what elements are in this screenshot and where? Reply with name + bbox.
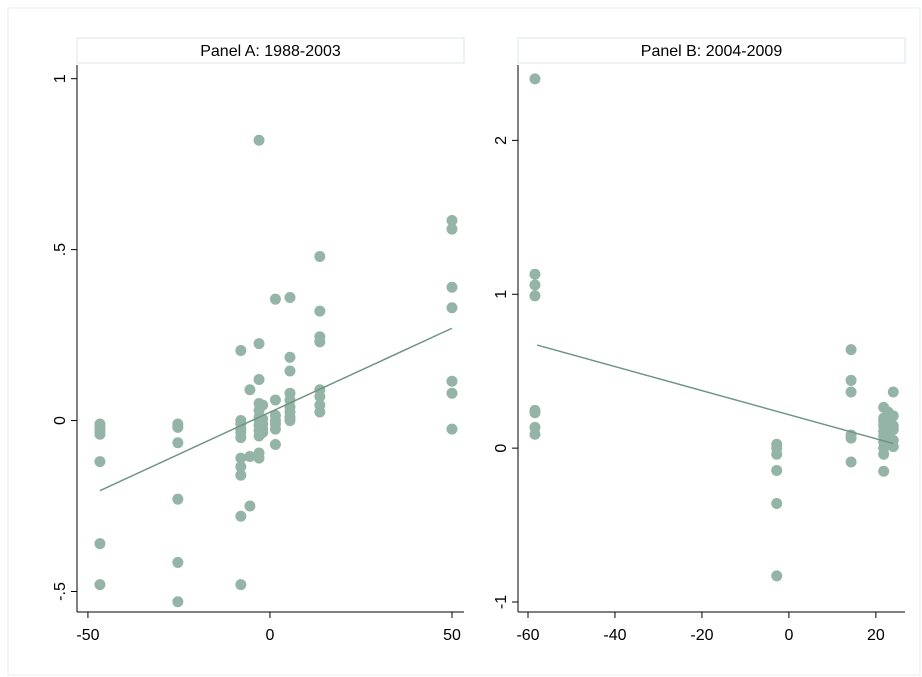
data-point [244, 500, 256, 512]
data-point [94, 579, 106, 591]
y-tick-label: 0 [52, 416, 69, 425]
data-point [887, 441, 899, 453]
data-point [257, 399, 269, 411]
data-point [284, 351, 296, 363]
data-point [172, 421, 184, 433]
data-point [845, 374, 857, 386]
data-point [529, 73, 541, 85]
data-point [284, 365, 296, 377]
data-point [529, 279, 541, 291]
data-point [253, 452, 265, 464]
data-point [529, 290, 541, 302]
x-tick-label: -60 [516, 627, 539, 644]
data-point [845, 386, 857, 398]
data-point [529, 268, 541, 280]
data-point [257, 427, 269, 439]
data-point [845, 344, 857, 356]
data-point [878, 465, 890, 477]
data-point [314, 406, 326, 418]
data-point [314, 336, 326, 348]
data-point [529, 428, 541, 440]
y-tick-label: -1 [493, 595, 510, 609]
data-point [244, 450, 256, 462]
panel-header [76, 37, 465, 64]
data-point [235, 510, 247, 522]
x-tick-label: -50 [76, 627, 99, 644]
data-point [446, 223, 458, 235]
data-point [172, 437, 184, 449]
data-point [446, 215, 458, 227]
data-point [771, 448, 783, 460]
data-point [94, 428, 106, 440]
graph-frame [7, 7, 921, 676]
data-point [446, 375, 458, 387]
data-point [269, 438, 281, 450]
fit-line [99, 327, 453, 492]
y-tick-label: 2 [493, 136, 510, 145]
data-point [269, 423, 281, 435]
data-point [235, 452, 247, 464]
x-tick-label: 50 [443, 627, 461, 644]
data-point [878, 448, 890, 460]
data-point [94, 538, 106, 550]
x-tick-label: 0 [266, 627, 275, 644]
data-point [269, 394, 281, 406]
data-point [172, 556, 184, 568]
data-point [269, 293, 281, 305]
x-tick-label: -40 [603, 627, 626, 644]
data-point [314, 305, 326, 317]
panel-title: Panel B: 2004-2009 [641, 43, 783, 60]
data-point [771, 498, 783, 510]
data-point [887, 386, 899, 398]
data-point [172, 596, 184, 608]
data-point [845, 456, 857, 468]
data-point [314, 391, 326, 403]
data-point [446, 302, 458, 314]
x-tick-label: 0 [784, 627, 793, 644]
y-tick-label: 1 [52, 74, 69, 83]
y-tick-label: .5 [52, 243, 69, 256]
data-point [235, 461, 247, 473]
data-point [235, 432, 247, 444]
data-point [235, 579, 247, 591]
x-tick-label: 20 [867, 627, 885, 644]
data-point [244, 384, 256, 396]
data-point [887, 410, 899, 422]
panel-header [517, 37, 906, 64]
data-point [314, 250, 326, 262]
data-point [253, 134, 265, 146]
y-tick-label: -.5 [52, 582, 69, 601]
data-point [771, 570, 783, 582]
data-point [235, 344, 247, 356]
data-point [845, 432, 857, 444]
data-point [771, 464, 783, 476]
fit-line [536, 344, 894, 445]
data-point [94, 456, 106, 468]
y-tick-label: 1 [493, 290, 510, 299]
data-point [887, 424, 899, 436]
data-point [446, 281, 458, 293]
data-point [446, 423, 458, 435]
y-tick-label: 0 [493, 444, 510, 453]
panel-title: Panel A: 1988-2003 [200, 43, 341, 60]
x-tick-label: -20 [690, 627, 713, 644]
data-point [446, 387, 458, 399]
data-point [284, 415, 296, 427]
data-point [253, 338, 265, 350]
data-point [529, 407, 541, 419]
data-point [253, 374, 265, 386]
data-point [172, 493, 184, 505]
data-point [284, 291, 296, 303]
data-point [235, 469, 247, 481]
